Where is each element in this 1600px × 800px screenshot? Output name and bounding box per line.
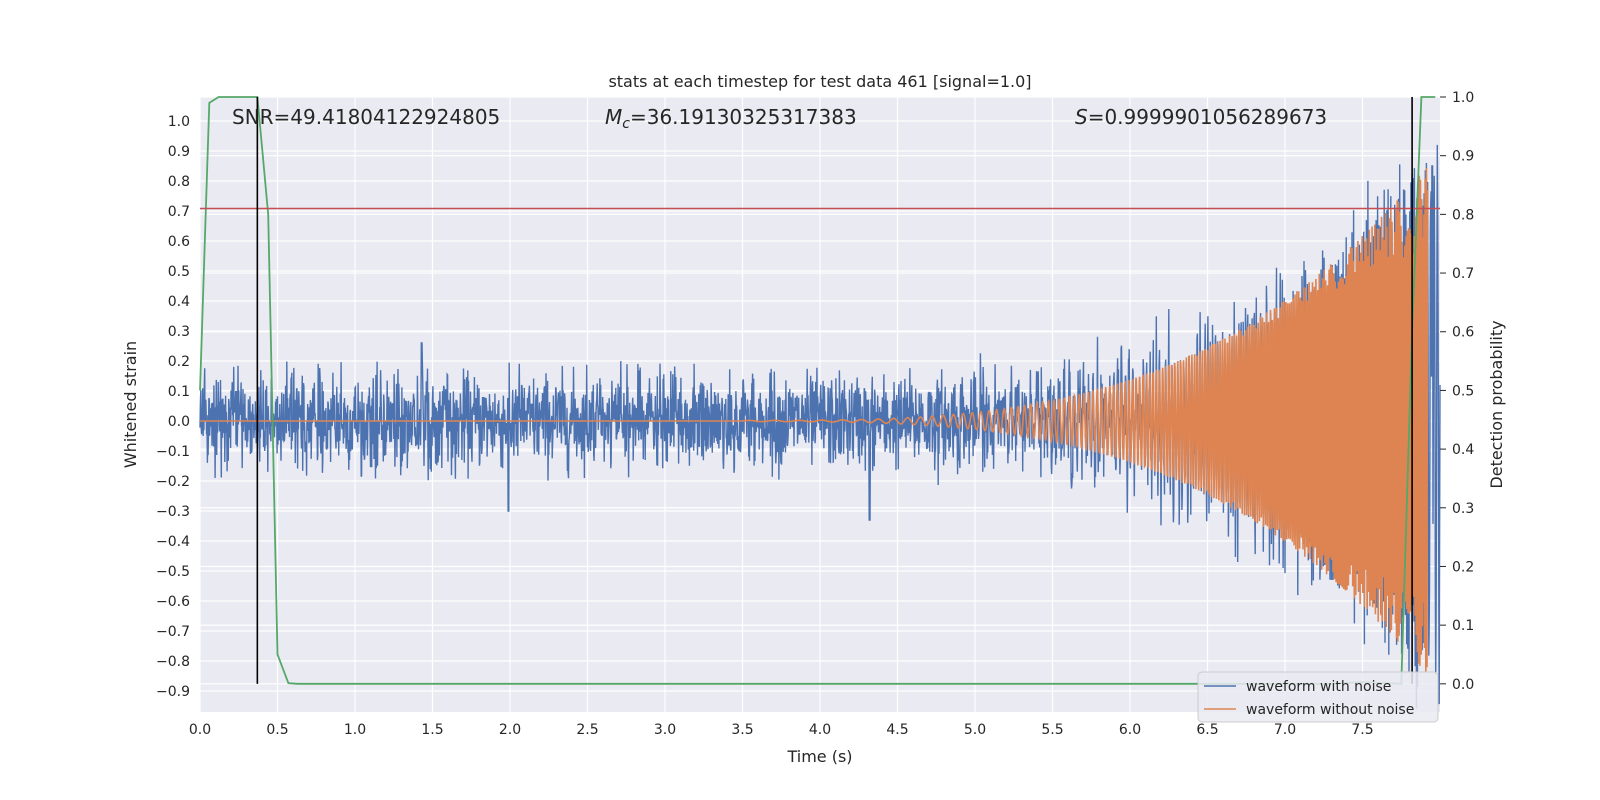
x-tick-label: 1.0 [344,722,366,738]
x-tick-label: 3.5 [731,722,753,738]
legend: waveform with noise waveform without noi… [1197,671,1439,723]
y-tick-label: −0.5 [156,564,190,580]
x-tick-label: 3.0 [654,722,676,738]
y-tick-label: −0.1 [156,444,190,460]
chirp-mass-annotation: Mc=36.19130325317383 [605,105,857,132]
y-tick-label: 1.0 [168,114,190,130]
x-tick-label: 5.0 [964,722,986,738]
y-tick-label: 0.0 [168,414,190,430]
y-tick-label: 0.9 [168,144,190,160]
y2-tick-label: 0.3 [1452,501,1474,517]
y-axis-ticks: 1.0 0.9 0.8 0.7 0.6 0.5 0.4 0.3 0.2 0.1 0.0 −0.1 −0.… [156,114,190,700]
chart-title: stats at each timestep for test data 461… [608,72,1031,91]
y-tick-label: 0.8 [168,174,190,190]
x-tick-label: 6.0 [1119,722,1141,738]
y-tick-label: 0.6 [168,234,190,250]
y-tick-label: 0.2 [168,354,190,370]
series-waveform-without-noise [200,167,1429,673]
y2-tick-label: 0.9 [1452,149,1474,165]
y2-tick-label: 0.7 [1452,266,1474,282]
y2-tick-label: 0.2 [1452,559,1474,575]
y2-tick-label: 0.0 [1452,677,1474,693]
x-tick-label: 2.5 [576,722,598,738]
x-tick-label: 7.0 [1274,722,1296,738]
y2-axis-label: Detection probability [1487,320,1506,488]
y-tick-label: −0.8 [156,654,190,670]
x-tick-label: 0.0 [189,722,211,738]
legend-label-clean: waveform without noise [1246,702,1414,718]
x-tick-label: 4.0 [809,722,831,738]
chirp-line [200,167,1429,673]
y2-tick-label: 0.1 [1452,618,1474,634]
y2-tick-label: 0.4 [1452,442,1474,458]
y-axis-label: Whitened strain [121,341,140,468]
y-tick-label: 0.4 [168,294,190,310]
y2-tick-label: 1.0 [1452,90,1474,106]
x-axis-label: Time (s) [786,747,852,766]
y-tick-label: −0.4 [156,534,190,550]
legend-label-noise: waveform with noise [1246,679,1391,695]
reference-lines [200,97,1440,684]
y2-tick-label: 0.6 [1452,325,1474,341]
y2-tick-label: 0.8 [1452,207,1474,223]
x-tick-label: 7.5 [1351,722,1373,738]
y2-axis-ticks: 1.0 0.9 0.8 0.7 0.6 0.5 0.4 0.3 0.2 0.1 0.0 [1440,90,1474,693]
y-tick-label: −0.9 [156,684,190,700]
y-tick-label: 0.7 [168,204,190,220]
x-axis-ticks: 0.0 0.5 1.0 1.5 2.0 2.5 3.0 3.5 4.0 4.5 5.0 5.5 6.0 6… [189,722,1374,738]
y-tick-label: −0.7 [156,624,190,640]
x-tick-label: 0.5 [266,722,288,738]
y-tick-label: −0.6 [156,594,190,610]
s-annotation: S=0.9999901056289673 [1075,105,1327,129]
legend-box [1197,671,1439,723]
y-tick-label: 0.3 [168,324,190,340]
y-tick-label: 0.5 [168,264,190,280]
x-tick-label: 6.5 [1196,722,1218,738]
y-tick-label: 0.1 [168,384,190,400]
y-tick-label: −0.2 [156,474,190,490]
x-tick-label: 4.5 [886,722,908,738]
x-tick-label: 5.5 [1041,722,1063,738]
y2-tick-label: 0.5 [1452,383,1474,399]
x-tick-label: 1.5 [421,722,443,738]
snr-annotation: SNR=49.41804122924805 [232,105,500,129]
y-tick-label: −0.3 [156,504,190,520]
x-tick-label: 2.0 [499,722,521,738]
